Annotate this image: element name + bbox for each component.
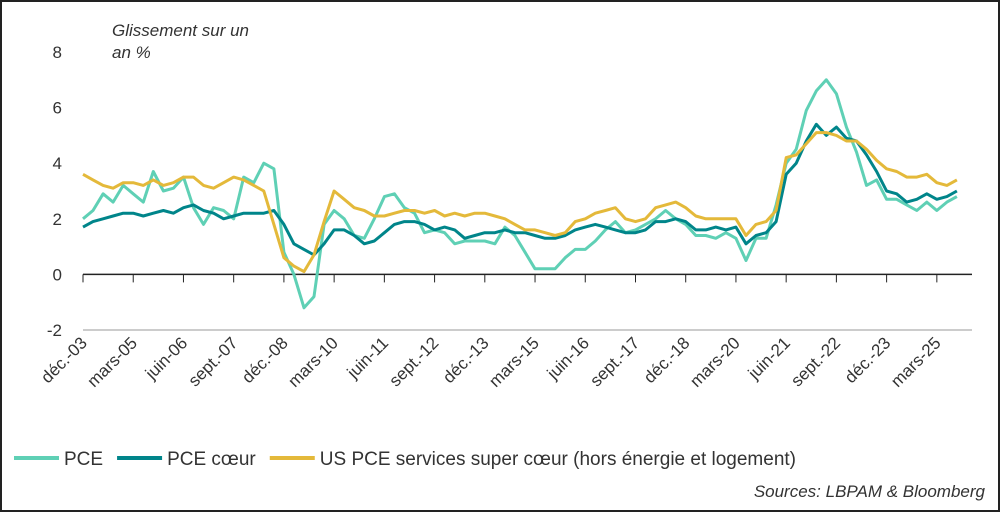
x-tick-label: juin-11 (343, 333, 392, 382)
x-tick-label: sept.-17 (586, 333, 643, 390)
x-tick-label: juin-06 (141, 333, 191, 383)
x-tick-label: juin-21 (744, 333, 794, 383)
x-tick-label: déc.-13 (439, 333, 493, 387)
x-tick-label: mars-05 (84, 333, 142, 391)
x-tick-label: mars-20 (686, 333, 744, 391)
x-tick-label: mars-10 (284, 333, 342, 391)
x-tick-label: sept.-22 (787, 333, 844, 390)
legend-label: PCE (64, 449, 103, 470)
y-tick-label: 0 (53, 265, 62, 284)
y-tick-label: 6 (53, 99, 62, 118)
x-tick-label: déc.-23 (841, 333, 895, 387)
source: Sources: LBPAM & Bloomberg (754, 482, 986, 501)
y-tick-label: -2 (47, 321, 62, 340)
legend-label: US PCE services super cœur (hors énergie… (320, 449, 796, 470)
series-line (82, 131, 958, 274)
series-line (82, 122, 958, 257)
x-tick-label: déc.-03 (37, 333, 91, 387)
y-tick-label: 8 (53, 43, 62, 62)
x-tick-label: juin-16 (543, 333, 593, 383)
series-line (82, 78, 958, 310)
x-tick-label: mars-15 (485, 333, 543, 391)
y-tick-label: 2 (53, 210, 62, 229)
legend-label: PCE cœur (167, 449, 256, 470)
y-axis-label: Glissement sur un an % (112, 21, 249, 62)
y-tick-label: 4 (53, 154, 62, 173)
x-tick-label: sept.-07 (185, 333, 242, 390)
x-tick-label: mars-25 (887, 333, 945, 391)
x-tick-label: déc.-08 (238, 333, 292, 387)
x-tick-label: sept.-12 (386, 333, 443, 390)
x-tick-label: déc.-18 (640, 333, 694, 387)
